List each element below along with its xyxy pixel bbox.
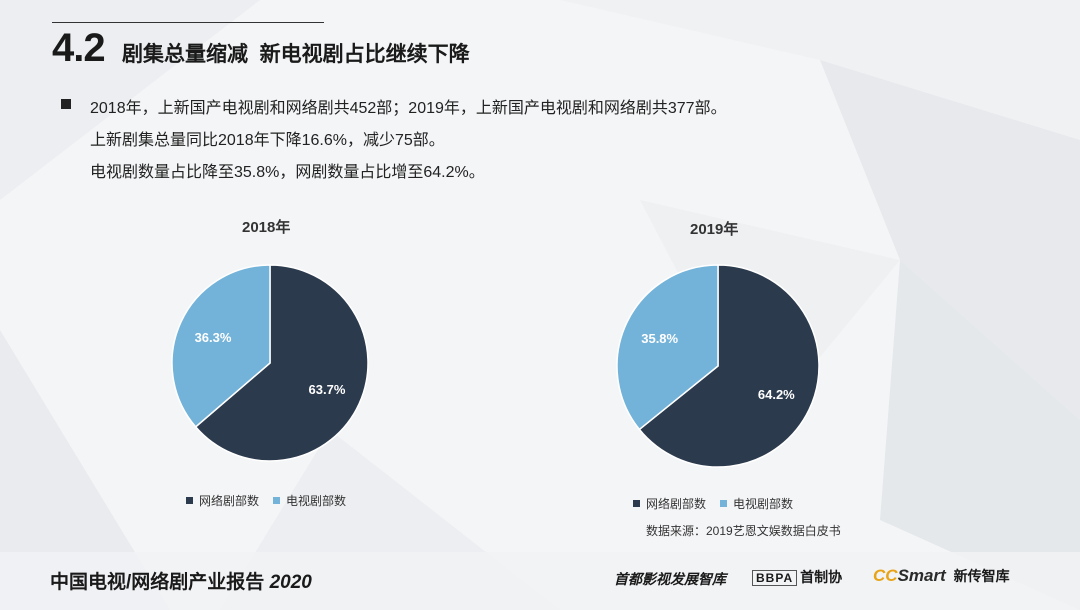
legend-swatch-web	[633, 500, 640, 507]
legend-swatch-tv	[273, 497, 281, 504]
pie-label-1-1: 35.8%	[641, 331, 678, 346]
logo-capital-film-think-tank: 首都影视发展智库	[614, 571, 726, 587]
bullet-marker	[61, 99, 71, 109]
chart-2018-legend: 网络剧部数 电视剧部数	[186, 492, 346, 509]
summary-line-3: 电视剧数量占比降至35.8%，网剧数量占比增至64.2%。	[90, 164, 485, 181]
section-number: 4.2	[52, 26, 106, 70]
pie-chart-2019: 64.2% 35.8%	[616, 264, 820, 468]
pie-slice-0-1	[171, 264, 271, 428]
report-title-text: 中国电视/网络剧产业报告	[50, 572, 265, 593]
legend-label-web: 网络剧部数	[199, 494, 260, 508]
legend-label-tv: 电视剧部数	[286, 494, 347, 508]
pie-slice-1-1	[616, 264, 719, 431]
summary-line-2: 上新剧集总量同比2018年下降16.6%，减少75部。	[90, 132, 445, 149]
chart-2019-legend: 网络剧部数 电视剧部数	[633, 495, 793, 512]
pie-slice-1-0	[638, 264, 820, 468]
section-title: 剧集总量缩减 新电视剧占比继续下降	[122, 43, 470, 66]
pie-label-1-0: 64.2%	[758, 387, 795, 402]
report-year: 2020	[269, 572, 312, 593]
data-source: 数据来源：2019艺恩文娱数据白皮书	[646, 524, 841, 538]
ccsmart-smart: Smart	[897, 566, 946, 585]
logo-bbpa: BBPA 首制协	[752, 567, 842, 587]
pie-slice-0-0	[194, 264, 369, 462]
ccsmart-text: 新传智库	[953, 568, 1010, 584]
summary-line-1: 2018年，上新国产电视剧和网络剧共452部；2019年，上新国产电视剧和网络剧…	[90, 100, 727, 117]
legend-label-tv: 电视剧部数	[733, 497, 794, 511]
report-title: 中国电视/网络剧产业报告 2020	[50, 567, 312, 594]
legend-swatch-tv	[720, 500, 728, 507]
legend-swatch-web	[186, 497, 193, 504]
legend-label-web: 网络剧部数	[646, 497, 707, 511]
bbpa-badge: BBPA	[752, 570, 798, 586]
logo-ccsmart: CCSmart 新传智库	[873, 566, 1010, 586]
bbpa-text: 首制协	[800, 569, 843, 585]
pie-label-0-1: 36.3%	[195, 330, 232, 345]
pie-label-0-0: 63.7%	[309, 382, 346, 397]
header-rule	[52, 22, 324, 23]
chart-2019-title: 2019年	[690, 221, 739, 238]
ccsmart-cc: CC	[873, 566, 898, 585]
pie-chart-2018: 63.7% 36.3%	[171, 264, 369, 462]
chart-2018-title: 2018年	[242, 219, 291, 236]
